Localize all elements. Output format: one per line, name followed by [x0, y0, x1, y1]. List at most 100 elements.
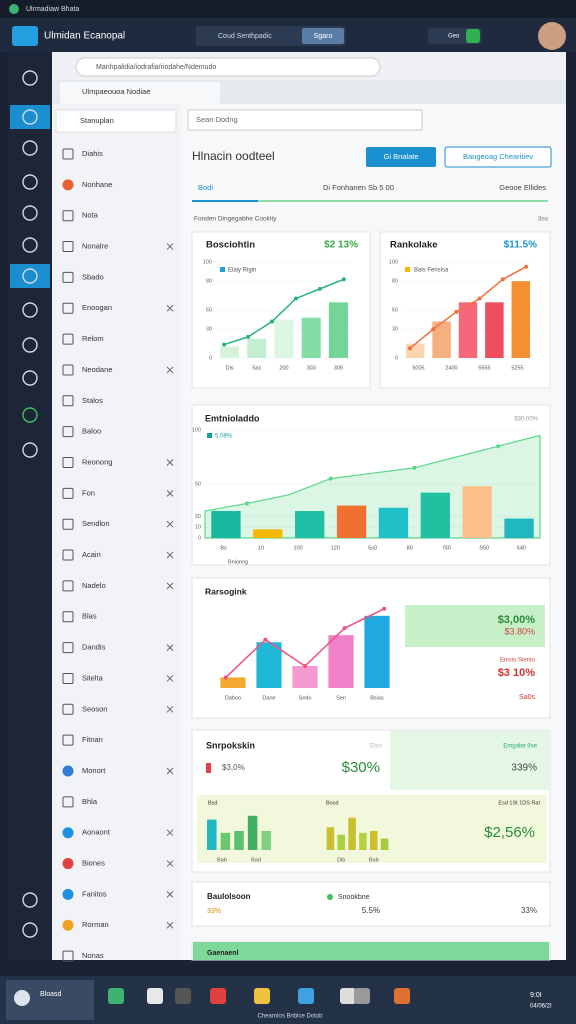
bar [234, 831, 244, 850]
url-field[interactable] [75, 57, 381, 77]
search-button[interactable]: Sgaro [314, 33, 333, 40]
taskbar-icon[interactable] [354, 988, 370, 1004]
main-search[interactable] [187, 109, 423, 131]
y-tick-label: 20 [195, 514, 201, 520]
taskbar-icon[interactable] [298, 988, 314, 1004]
area-point [328, 476, 333, 481]
rail-icon[interactable] [22, 109, 38, 125]
bar [207, 819, 217, 850]
nav-item[interactable]: Nadelo [82, 581, 106, 590]
nav-item[interactable]: Nonhane [82, 180, 112, 189]
rail-icon[interactable] [22, 268, 38, 284]
line-point [341, 277, 346, 282]
content-tab[interactable]: Geooe Ellides [499, 183, 546, 192]
section-value: 3ss [538, 216, 549, 223]
close-icon [166, 675, 174, 682]
tab-title[interactable]: Ulmpaeouoa Nodiae [82, 87, 150, 96]
secondary-button[interactable] [444, 146, 552, 168]
nav-item[interactable]: Baloo [82, 427, 101, 436]
bar [220, 832, 231, 850]
nav-item[interactable]: Acain [82, 550, 101, 559]
card-text: $30% [342, 759, 380, 776]
line [409, 266, 527, 349]
x-tick-label: 5555 [478, 365, 490, 371]
taskbar-icon[interactable] [175, 988, 191, 1004]
nav-item[interactable]: Sbado [82, 272, 104, 281]
user-avatar[interactable] [538, 22, 566, 50]
nav-item[interactable]: Sitelta [82, 673, 104, 682]
bar [432, 321, 451, 358]
rail-icon[interactable] [22, 205, 38, 221]
active-tab[interactable] [60, 82, 220, 104]
taskbar-icon[interactable] [254, 988, 270, 1004]
taskbar-icon[interactable] [147, 988, 163, 1004]
primary-button[interactable]: Gi Bnalate [383, 152, 418, 161]
nav-item[interactable]: Nonalre [82, 242, 108, 251]
nav-icon [62, 888, 74, 900]
main-search[interactable]: Sean Dodng [196, 115, 238, 124]
bar [220, 677, 246, 688]
content-tab[interactable]: Bodi [198, 183, 213, 192]
nav-item[interactable]: Aonaont [82, 828, 111, 837]
close-icon [166, 644, 174, 651]
rail-icon[interactable] [22, 407, 38, 423]
card-text: Rankolake [390, 240, 438, 251]
rail-icon[interactable] [22, 337, 38, 353]
line-point [500, 277, 505, 282]
sidebar-search: Stanuplan [80, 116, 114, 125]
rail-icon[interactable] [22, 922, 38, 938]
rail-icon[interactable] [22, 892, 38, 908]
rail-icon[interactable] [22, 237, 38, 253]
nav-item[interactable]: Relom [82, 334, 104, 343]
nav-item[interactable]: Diahis [82, 149, 103, 158]
rail-icon[interactable] [22, 70, 38, 86]
start-icon[interactable] [14, 990, 30, 1006]
nav-item[interactable]: Sendlon [82, 519, 110, 528]
nav-item[interactable]: Reonong [82, 457, 112, 466]
nav-item[interactable]: Nota [82, 211, 99, 220]
taskbar-icon[interactable] [394, 988, 410, 1004]
nav-item[interactable]: Neodane [82, 365, 112, 374]
card-text: $3,0% [222, 763, 245, 772]
nav-icon [62, 395, 74, 407]
primary-button[interactable] [366, 147, 436, 167]
nav-icon [62, 210, 74, 222]
card-text: Emtnioladdo [205, 413, 260, 423]
nav-item[interactable]: Stalos [82, 396, 103, 405]
card-text: 33% [521, 906, 537, 915]
taskbar-icon[interactable] [108, 988, 124, 1004]
nav-item[interactable]: Biones [82, 859, 105, 868]
url[interactable]: Manhpalidia/iodrafia/riodahe/Ndemudo [96, 64, 216, 71]
content-tab[interactable]: Di Fonhanen Sb 5 00 [323, 183, 394, 192]
nav-item[interactable]: Monort [82, 766, 106, 775]
secondary-button[interactable]: Bangeoag Chearitiev [463, 152, 533, 161]
nav-item[interactable]: Rorman [82, 920, 109, 929]
rail-icon[interactable] [22, 174, 38, 190]
nav-item[interactable]: Enoogan [82, 303, 112, 312]
nav-icon [62, 827, 74, 839]
search-button[interactable] [302, 28, 344, 44]
taskbar-icon[interactable] [210, 988, 226, 1004]
rail-icon[interactable] [22, 302, 38, 318]
nav-item[interactable]: Bhla [82, 797, 98, 806]
bar [328, 635, 354, 688]
rail-icon[interactable] [22, 370, 38, 386]
nav-item[interactable]: Nonas [82, 951, 104, 960]
nav-item[interactable]: Fanitos [82, 889, 107, 898]
card-text: Baulolsoon [207, 892, 251, 901]
rail-icon[interactable] [22, 140, 38, 156]
y-tick-label: 100 [192, 427, 201, 433]
nav-item[interactable]: Dandis [82, 643, 106, 652]
bar [462, 486, 492, 538]
x-tick-label: 303 [307, 365, 316, 371]
nav-icon [62, 179, 74, 191]
nav-item[interactable]: Fon [82, 488, 95, 497]
status: Geo [448, 34, 460, 40]
taskbar-icon[interactable] [340, 988, 356, 1004]
search-input[interactable]: Coud Senthpadic [218, 33, 272, 40]
nav-item[interactable]: Seoson [82, 704, 107, 713]
nav-item[interactable]: Blas [82, 612, 97, 621]
rail-icon[interactable] [22, 442, 38, 458]
nav-item[interactable]: Fitnan [82, 735, 103, 744]
x-tick-label: 5255 [511, 365, 523, 371]
